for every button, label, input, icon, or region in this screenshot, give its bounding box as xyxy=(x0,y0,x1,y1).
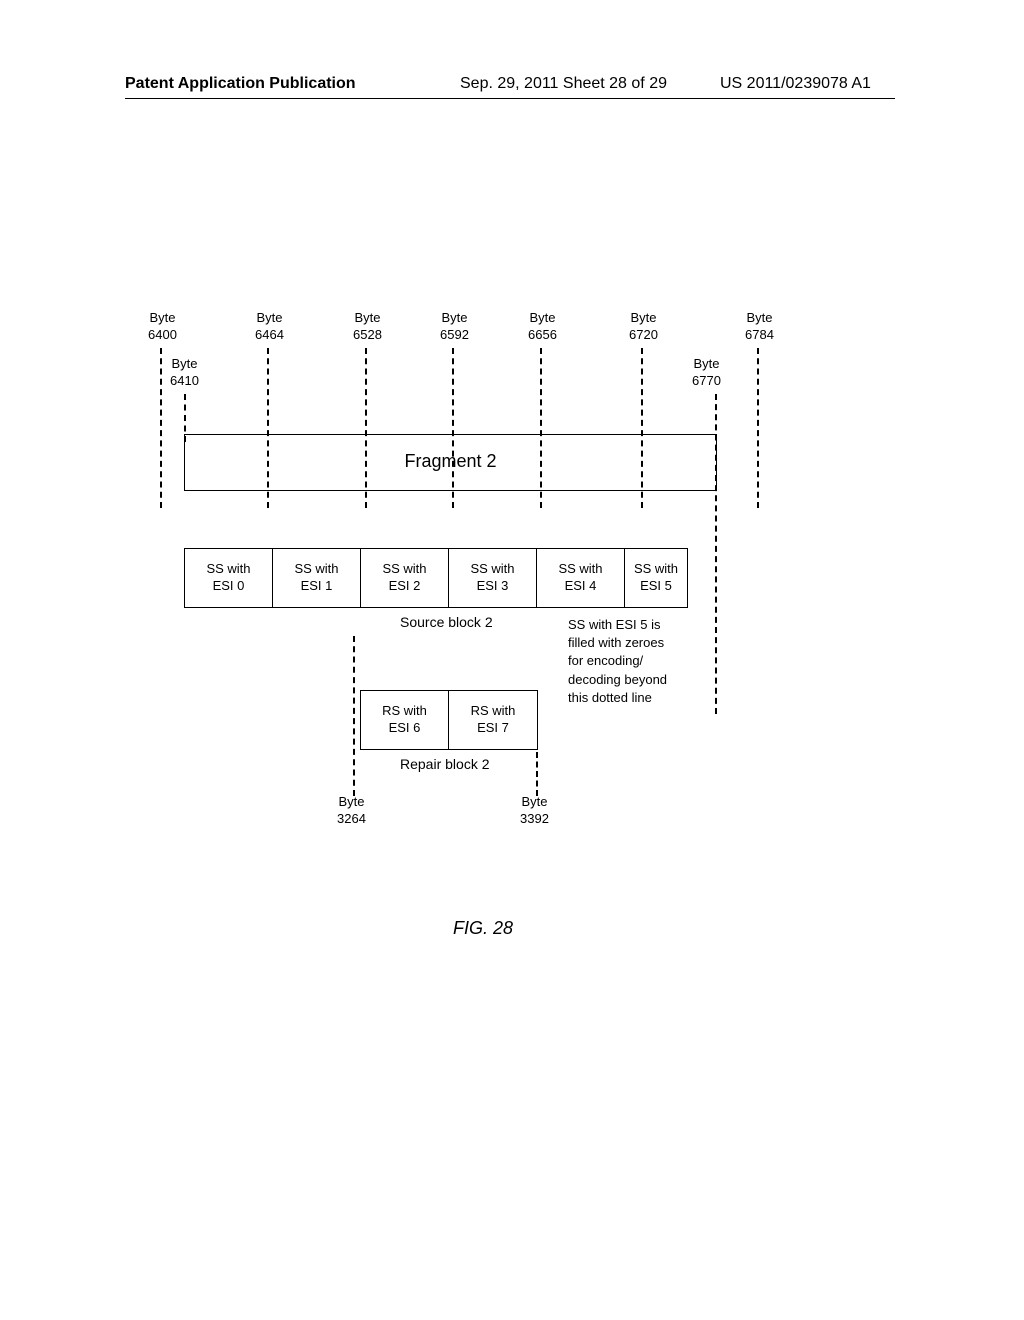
cell-line: SS with xyxy=(273,561,360,578)
byte-label: Byte 3264 xyxy=(337,794,366,828)
byte-label: Byte 6464 xyxy=(255,310,284,344)
annot-line: for encoding/ xyxy=(568,652,667,670)
header-center: Sep. 29, 2011 Sheet 28 of 29 xyxy=(460,75,667,93)
block-cell: RS with ESI 7 xyxy=(449,691,537,749)
byte-label-value: 6592 xyxy=(440,327,469,344)
byte-label: Byte 6656 xyxy=(528,310,557,344)
byte-label-text: Byte xyxy=(745,310,774,327)
byte-label-value: 6464 xyxy=(255,327,284,344)
cell-line: SS with xyxy=(625,561,687,578)
cell-line: ESI 5 xyxy=(625,578,687,595)
byte-label-text: Byte xyxy=(520,794,549,811)
byte-label: Byte 6720 xyxy=(629,310,658,344)
cell-line: ESI 6 xyxy=(361,720,448,737)
cell-line: SS with xyxy=(449,561,536,578)
block-cell: SS with ESI 1 xyxy=(273,549,361,607)
byte-label: Byte 6770 xyxy=(692,356,721,390)
source-block: SS with ESI 0 SS with ESI 1 SS with ESI … xyxy=(184,548,688,608)
fragment-label: Fragment 2 xyxy=(185,451,716,472)
byte-label-value: 6784 xyxy=(745,327,774,344)
cell-line: SS with xyxy=(361,561,448,578)
dashed-line xyxy=(353,636,355,796)
byte-label-text: Byte xyxy=(170,356,199,373)
byte-label-text: Byte xyxy=(353,310,382,327)
byte-label-text: Byte xyxy=(528,310,557,327)
cell-line: ESI 1 xyxy=(273,578,360,595)
byte-label: Byte 6592 xyxy=(440,310,469,344)
cell-line: ESI 7 xyxy=(449,720,537,737)
annot-line: filled with zeroes xyxy=(568,634,667,652)
fragment-box: Fragment 2 xyxy=(184,434,717,491)
byte-label-value: 6410 xyxy=(170,373,199,390)
byte-label-value: 6656 xyxy=(528,327,557,344)
byte-label-value: 3392 xyxy=(520,811,549,828)
byte-label: Byte 6410 xyxy=(170,356,199,390)
byte-label-text: Byte xyxy=(629,310,658,327)
figure-label: FIG. 28 xyxy=(453,918,513,939)
byte-label-text: Byte xyxy=(440,310,469,327)
header-rule xyxy=(125,98,895,99)
figure-diagram: Byte 6400 Byte 6464 Byte 6528 Byte 6592 … xyxy=(160,310,840,1010)
cell-line: SS with xyxy=(537,561,624,578)
cell-line: RS with xyxy=(449,703,537,720)
byte-label-value: 6400 xyxy=(148,327,177,344)
annotation-text: SS with ESI 5 is filled with zeroes for … xyxy=(568,616,667,707)
cell-line: SS with xyxy=(185,561,272,578)
byte-label: Byte 3392 xyxy=(520,794,549,828)
cell-line: ESI 4 xyxy=(537,578,624,595)
cell-line: RS with xyxy=(361,703,448,720)
block-cell: RS with ESI 6 xyxy=(361,691,449,749)
byte-label: Byte 6528 xyxy=(353,310,382,344)
header-right: US 2011/0239078 A1 xyxy=(720,75,871,93)
dashed-line xyxy=(757,348,759,508)
byte-label-value: 6770 xyxy=(692,373,721,390)
byte-label-value: 3264 xyxy=(337,811,366,828)
byte-label-value: 6528 xyxy=(353,327,382,344)
cell-line: ESI 2 xyxy=(361,578,448,595)
repair-block-label: Repair block 2 xyxy=(400,756,490,772)
byte-label-text: Byte xyxy=(255,310,284,327)
repair-block: RS with ESI 6 RS with ESI 7 xyxy=(360,690,538,750)
block-cell: SS with ESI 4 xyxy=(537,549,625,607)
annot-line: SS with ESI 5 is xyxy=(568,616,667,634)
header-left: Patent Application Publication xyxy=(125,75,356,93)
source-block-label: Source block 2 xyxy=(400,614,493,630)
block-cell: SS with ESI 3 xyxy=(449,549,537,607)
byte-label-text: Byte xyxy=(148,310,177,327)
byte-label: Byte 6784 xyxy=(745,310,774,344)
byte-label: Byte 6400 xyxy=(148,310,177,344)
block-cell: SS with ESI 2 xyxy=(361,549,449,607)
byte-label-value: 6720 xyxy=(629,327,658,344)
block-cell: SS with ESI 0 xyxy=(185,549,273,607)
block-cell: SS with ESI 5 xyxy=(625,549,687,607)
cell-line: ESI 0 xyxy=(185,578,272,595)
annot-line: decoding beyond xyxy=(568,671,667,689)
dashed-line xyxy=(160,348,162,508)
byte-label-text: Byte xyxy=(337,794,366,811)
dashed-line xyxy=(536,752,538,796)
cell-line: ESI 3 xyxy=(449,578,536,595)
annot-line: this dotted line xyxy=(568,689,667,707)
byte-label-text: Byte xyxy=(692,356,721,373)
